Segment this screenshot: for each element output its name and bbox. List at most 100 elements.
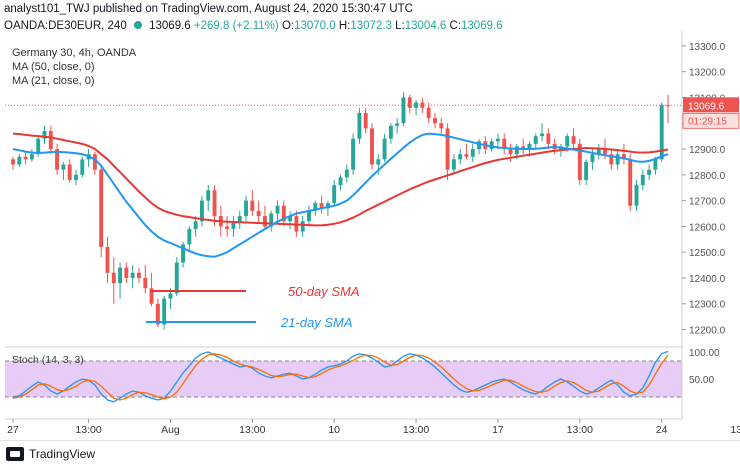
price-tag: 13069.6 <box>688 101 725 112</box>
symbol-label: OANDA:DE30EUR, 240 <box>4 20 127 32</box>
candle-body <box>426 107 431 119</box>
candle-body <box>615 154 620 165</box>
legend-title: Germany 30, 4h, OANDA <box>12 47 137 59</box>
ohlc-line: OANDA:DE30EUR, 240 13069.6 +269.8 (+2.11… <box>4 20 503 32</box>
x-tick-label: 24 <box>656 424 668 436</box>
candle-body <box>666 105 670 107</box>
candle-body <box>590 154 595 162</box>
candle-body <box>67 164 72 180</box>
x-tick-label: 13:00 <box>730 424 740 436</box>
close-label: C: <box>449 20 462 32</box>
stoch-tick-50: 50.00 <box>689 375 714 386</box>
candle-body <box>458 154 463 160</box>
candle-body <box>357 112 362 139</box>
candle-body <box>48 130 53 150</box>
candle-body <box>351 138 356 170</box>
candle-body <box>527 143 532 150</box>
chart-header: analyst101_TWJ published on TradingView.… <box>0 0 740 40</box>
tradingview-logo[interactable]: TradingView <box>6 447 95 461</box>
y-tick-label: 12700.0 <box>689 197 726 208</box>
candle-body <box>42 130 47 139</box>
y-tick-label: 13200.0 <box>689 68 726 79</box>
candle-body <box>11 159 15 165</box>
candle-body <box>647 169 652 175</box>
footer: TradingView <box>0 440 740 470</box>
candle-body <box>55 149 60 170</box>
stoch-band <box>5 361 682 397</box>
candle-body <box>489 141 494 150</box>
candle-body <box>495 138 500 142</box>
chart-legend: Germany 30, 4h, OANDA MA (50, close, 0) … <box>12 46 136 88</box>
candle-body <box>36 138 41 155</box>
candle-body <box>433 118 437 124</box>
brand-name: TradingView <box>29 447 96 461</box>
candle-body <box>414 102 419 108</box>
ma21-line <box>12 132 669 258</box>
legend-ma21: MA (21, close, 0) <box>12 75 95 87</box>
candle-body <box>659 105 664 160</box>
candle-body <box>137 272 141 278</box>
candle-body <box>212 190 217 217</box>
candle-body <box>250 200 255 211</box>
y-tick-label: 12400.0 <box>689 274 726 285</box>
candle-body <box>363 112 368 129</box>
y-tick-label: 12900.0 <box>689 145 726 156</box>
candle-body <box>231 221 236 229</box>
candle-body <box>533 136 538 144</box>
candle-body <box>540 133 544 137</box>
sma21-label: 21-day SMA <box>280 315 353 330</box>
candle-body <box>149 288 154 304</box>
candle-body <box>439 123 444 129</box>
x-tick-label: 13:00 <box>403 424 429 436</box>
open-value: 13070.0 <box>294 20 336 32</box>
timer-tag: 01:29:15 <box>688 116 727 127</box>
candle-body <box>174 262 179 294</box>
candle-body <box>577 143 582 180</box>
last-price: 13069.6 <box>149 20 191 32</box>
publish-info: analyst101_TWJ published on TradingView.… <box>4 3 413 15</box>
y-tick-label: 12800.0 <box>689 171 726 182</box>
low-label: L: <box>395 20 405 32</box>
candle-body <box>584 161 589 180</box>
candle-body <box>521 146 526 150</box>
x-tick-label: Aug <box>161 424 180 436</box>
x-tick-label: 13:00 <box>567 424 593 436</box>
candle-body <box>508 149 513 155</box>
x-tick-label: 27 <box>7 424 19 436</box>
candle-body <box>74 174 78 180</box>
y-tick-label: 12300.0 <box>689 300 726 311</box>
candle-body <box>502 138 507 150</box>
candle-body <box>382 138 387 160</box>
candle-body <box>395 123 400 126</box>
candle-body <box>118 267 123 284</box>
candle-body <box>262 216 267 227</box>
price-change: +269.8 (+2.11%) <box>193 20 279 32</box>
candle-body <box>111 272 116 284</box>
candle-body <box>603 149 607 155</box>
candle-body <box>407 97 412 108</box>
candle-body <box>300 221 305 232</box>
x-tick-label: 13:00 <box>239 424 265 436</box>
open-label: O: <box>281 20 295 32</box>
candle-body <box>546 133 551 144</box>
candle-body <box>193 221 198 229</box>
candle-body <box>319 203 324 209</box>
candle-body <box>256 210 261 217</box>
candle-body <box>596 149 601 155</box>
candle-body <box>445 128 450 170</box>
candle-body <box>609 154 614 165</box>
candle-body <box>143 277 148 289</box>
candle-body <box>571 136 576 144</box>
x-tick-label: 17 <box>492 424 504 436</box>
candle-body <box>332 185 337 204</box>
stoch-d-line <box>12 353 669 401</box>
stoch-k-line <box>12 350 669 403</box>
candle-body <box>470 149 475 157</box>
timer-tag-bg <box>682 112 740 129</box>
candle-body <box>206 190 211 201</box>
candle-body <box>269 213 274 227</box>
market-status-icon <box>133 21 142 29</box>
candle-body <box>162 298 167 325</box>
candle-body <box>181 244 186 263</box>
